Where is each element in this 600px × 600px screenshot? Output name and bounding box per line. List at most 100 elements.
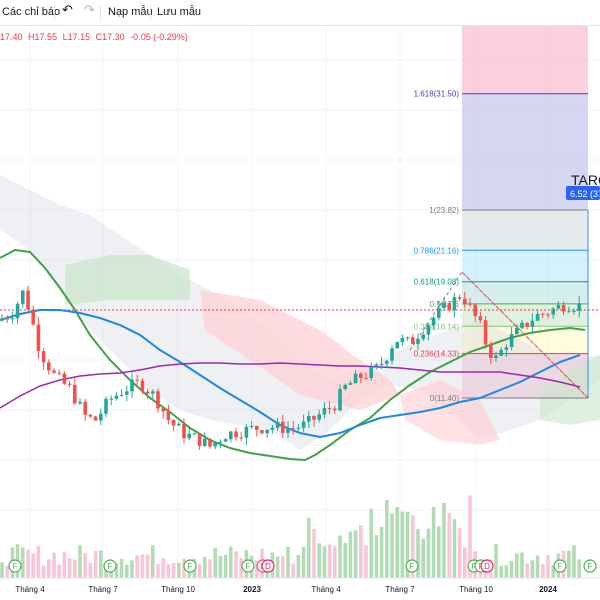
volume-bar: [405, 511, 410, 578]
volume-bar: [223, 554, 228, 578]
event-marker: [405, 559, 419, 573]
target-value: 6.52 (37: [570, 189, 600, 199]
candle-body: [15, 303, 20, 319]
volume-bar: [442, 503, 446, 578]
candle-body: [177, 423, 181, 426]
candle-body: [400, 337, 405, 342]
candle-body: [229, 431, 233, 440]
event-marker-label: F: [410, 562, 415, 571]
candle-body: [327, 408, 332, 410]
candle-body: [442, 302, 446, 308]
candle-body: [286, 428, 290, 433]
x-tick-label: 2024: [539, 585, 557, 594]
target-title: TARG: [571, 172, 600, 188]
candle-body: [99, 413, 103, 421]
volume-bar: [343, 542, 347, 578]
toolbar-divider: [100, 5, 101, 20]
drawing-tools[interactable]: [409, 271, 589, 399]
candle-body: [520, 322, 524, 328]
volume-bar: [275, 556, 280, 578]
undo-icon[interactable]: ↶: [62, 2, 73, 17]
cloud-bear: [200, 290, 400, 410]
volume-bar: [291, 563, 295, 578]
candle-body: [93, 416, 98, 421]
candle-body: [21, 290, 25, 304]
event-marker-label: F: [188, 562, 193, 571]
candle-body: [567, 311, 571, 313]
volume-bar: [327, 544, 332, 578]
trend-drawing: [409, 271, 589, 399]
candle-body: [463, 298, 467, 304]
volume-bar: [468, 495, 472, 578]
volume-bar: [520, 552, 524, 578]
candle-body: [551, 308, 555, 315]
candle-body: [182, 423, 186, 439]
volume-bar: [67, 557, 72, 578]
candle-body: [119, 394, 124, 396]
save-template-button[interactable]: Lưu mẫu: [157, 6, 202, 18]
load-template-button[interactable]: Nạp mẫu: [108, 6, 153, 18]
event-marker: [261, 559, 275, 573]
candle-body: [369, 366, 373, 379]
event-marker: [241, 559, 255, 573]
volume-bar: [203, 556, 207, 578]
candle-body: [577, 303, 581, 311]
candle-body: [151, 391, 155, 394]
candle-body: [468, 303, 472, 305]
volume-bar: [369, 508, 373, 578]
volume-bar: [99, 550, 103, 578]
event-markers[interactable]: FFFFSDFFFDFF: [8, 559, 597, 573]
candle-body: [561, 304, 566, 312]
fib-zone: [462, 281, 588, 304]
target-label[interactable]: TARG 6.52 (37: [566, 172, 600, 200]
volume-bar: [353, 530, 358, 578]
toolbar-divider: [54, 5, 55, 20]
candle-body: [47, 362, 51, 371]
candle-body: [26, 290, 30, 310]
volume-bar: [374, 535, 379, 578]
volume-bar: [21, 547, 25, 578]
candle-body: [5, 318, 9, 320]
volume-bar: [229, 546, 233, 578]
x-tick-label: Tháng 7: [88, 585, 118, 594]
volume-bar: [338, 535, 342, 578]
fib-level-label: 0.618(19.08): [414, 278, 460, 287]
volume-bar: [577, 559, 581, 578]
candle-body: [411, 337, 415, 344]
volume-bar: [400, 511, 405, 578]
target-badge: [566, 186, 600, 200]
candle-body: [31, 309, 35, 325]
indicators-button[interactable]: Các chỉ báo: [2, 6, 61, 18]
candle-body: [431, 317, 436, 326]
volume-bar: [161, 558, 165, 578]
fib-level-label: 0.382(16.14): [414, 322, 460, 331]
x-tick-label: Tháng 10: [161, 585, 195, 594]
volume-bar: [379, 526, 384, 578]
redo-icon[interactable]: ↷: [84, 2, 95, 17]
volume-bar: [312, 528, 316, 578]
volume-bar: [411, 515, 415, 578]
candle-body: [249, 426, 254, 428]
volume-bar: [73, 559, 77, 578]
volume-bar: [31, 553, 35, 578]
candle-body: [541, 313, 545, 315]
volume-bar: [239, 558, 243, 578]
volume-bar: [197, 563, 202, 578]
candle-body: [504, 347, 509, 350]
volume-bar: [333, 545, 337, 578]
cloud-bull: [65, 255, 190, 305]
volume-bar: [572, 545, 576, 578]
toolbar-divider: [150, 5, 151, 20]
candle-body: [421, 334, 425, 339]
volume-bar: [437, 526, 441, 578]
candle-body: [317, 414, 321, 420]
volume-bar: [515, 553, 519, 578]
candle-body: [156, 391, 160, 409]
candle-body: [322, 408, 327, 415]
event-marker: [583, 559, 597, 573]
candle-body: [83, 401, 87, 415]
candle-body: [88, 414, 93, 417]
event-marker-label: F: [13, 562, 18, 571]
candle-body: [161, 408, 165, 412]
